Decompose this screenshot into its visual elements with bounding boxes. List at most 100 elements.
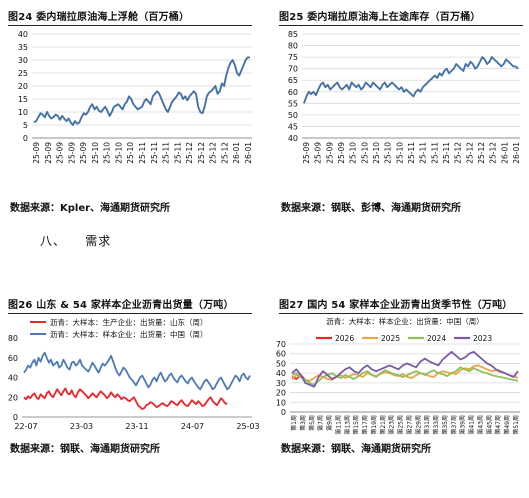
section-number: 八、	[40, 234, 67, 248]
y-tick-label: 80	[288, 42, 298, 51]
x-tick-label: 25-12	[220, 142, 229, 164]
chart25-source: 数据来源：钢联、彭博、海通期货研究所	[281, 203, 461, 214]
x-tick-label: 25-11	[162, 142, 171, 164]
x-tick-label: 第23周	[388, 415, 396, 435]
x-tick-label: 25-10	[372, 142, 381, 164]
x-tick-label: 25-09	[302, 142, 311, 164]
chart24-caption: 图24 委内瑞拉原油海上浮舱（百万桶）	[8, 12, 190, 23]
x-tick-label: 25-09	[325, 142, 334, 164]
y-tick-label: 50	[276, 359, 286, 368]
x-tick-label: 第11周	[334, 415, 342, 435]
x-tick-label: 第21周	[379, 415, 387, 435]
y-tick-label: 80	[8, 334, 18, 343]
chart27-rule	[279, 313, 523, 314]
x-tick-label: 25-11	[173, 142, 182, 164]
x-tick-label: 第13周	[343, 415, 351, 435]
x-tick-label: 25-11	[442, 142, 451, 164]
y-tick-label: 50	[288, 111, 298, 120]
legend-label: 沥青：大样本：样本企业：出货量：中国（周）	[50, 329, 208, 339]
x-tick-label: 24-07	[181, 422, 204, 431]
x-tick-label: 25-10	[126, 142, 135, 164]
y-tick-label: 70	[276, 340, 286, 349]
y-tick-label: 55	[288, 99, 298, 108]
y-tick-label: 70	[288, 65, 298, 74]
chart27-source: 数据来源：钢联、海通期货研究所	[281, 444, 431, 455]
chart24-source: 数据来源：Kpler、海通期货研究所	[10, 203, 171, 214]
series-line-3	[291, 350, 519, 388]
legend-label: 2024	[427, 334, 446, 343]
y-tick-label: 15	[18, 95, 28, 104]
chart26-source: 数据来源：钢联、海通期货研究所	[10, 444, 160, 455]
section-title: 需求	[85, 234, 112, 248]
x-tick-label: 第27周	[405, 415, 413, 435]
legend-label: 2026	[335, 334, 354, 343]
x-tick-label: 25-09	[32, 142, 41, 164]
x-tick-label: 25-09	[337, 142, 346, 164]
y-tick-label: 20	[8, 393, 18, 402]
x-tick-label: 25-10	[349, 142, 358, 164]
x-tick-label: 第15周	[352, 415, 360, 435]
y-tick-label: 40	[8, 374, 18, 383]
x-tick-label: 第9周	[326, 415, 334, 431]
chart26-caption: 图26 山东 & 54 家样本企业沥青出货量（万吨）	[8, 300, 234, 311]
legend-label: 2025	[381, 334, 400, 343]
x-tick-label: 25-10	[395, 142, 404, 164]
x-tick-label: 25-11	[138, 142, 147, 164]
y-tick-label: 35	[18, 43, 28, 52]
y-tick-label: 75	[288, 53, 298, 62]
x-tick-label: 第19周	[370, 415, 378, 435]
x-tick-label: 25-11	[430, 142, 439, 164]
chart25-caption: 图25 委内瑞拉原油海上在途库存（百万桶）	[279, 12, 481, 23]
x-tick-label: 第47周	[494, 415, 502, 435]
x-tick-label: 25-11	[419, 142, 428, 164]
x-tick-label: 25-03	[236, 422, 259, 431]
x-tick-label: 25-12	[465, 142, 474, 164]
x-tick-label: 第5周	[308, 415, 316, 431]
x-tick-label: 25-12	[197, 142, 206, 164]
x-tick-label: 26-01	[500, 142, 509, 164]
x-tick-label: 26-01	[512, 142, 521, 164]
y-tick-label: 20	[276, 389, 286, 398]
chart27-caption: 图27 国内 54 家样本企业沥青出货季节性（万吨）	[279, 300, 513, 311]
x-tick-label: 第37周	[450, 415, 458, 435]
y-tick-label: 30	[276, 379, 286, 388]
y-tick-label: 40	[18, 30, 28, 39]
x-tick-label: 25-09	[44, 142, 53, 164]
y-tick-label: 85	[288, 30, 298, 39]
x-tick-label: 26-01	[232, 142, 241, 164]
x-tick-label: 第33周	[432, 415, 440, 435]
x-tick-label: 25-09	[67, 142, 76, 164]
y-tick-label: 40	[276, 369, 286, 378]
x-tick-label: 25-09	[56, 142, 65, 164]
x-tick-label: 第45周	[485, 415, 493, 435]
y-tick-label: 10	[18, 108, 28, 117]
x-tick-label: 25-12	[209, 142, 218, 164]
x-tick-label: 第25周	[397, 415, 405, 435]
x-tick-label: 25-09	[79, 142, 88, 164]
chart26-rule	[8, 313, 252, 314]
section-heading: 八、 需求	[40, 232, 111, 249]
y-tick-label: 60	[276, 350, 286, 359]
x-tick-label: 25-10	[114, 142, 123, 164]
x-tick-label: 第41周	[468, 415, 476, 435]
x-tick-label: 25-10	[103, 142, 112, 164]
chart26: 0 20 40 60 80 22-07 23-03 23-11 24-07 25-03 沥青：大样本…	[8, 317, 260, 431]
x-tick-label: 第39周	[459, 415, 467, 435]
x-tick-label: 第31周	[423, 415, 431, 435]
x-tick-label: 25-12	[454, 142, 463, 164]
x-tick-label: 25-10	[91, 142, 100, 164]
x-tick-label: 第49周	[503, 415, 511, 435]
series-line-0	[33, 56, 250, 126]
series-line-2	[291, 366, 519, 386]
x-tick-label: 25-12	[477, 142, 486, 164]
y-tick-label: 5	[23, 121, 28, 130]
series-line-0	[23, 387, 228, 410]
x-tick-label: 25-11	[407, 142, 416, 164]
legend-label: 2023	[473, 334, 492, 343]
y-tick-label: 0	[13, 413, 18, 422]
x-tick-label: 25-09	[314, 142, 323, 164]
x-tick-label: 25-10	[384, 142, 393, 164]
y-tick-label: 20	[18, 82, 28, 91]
